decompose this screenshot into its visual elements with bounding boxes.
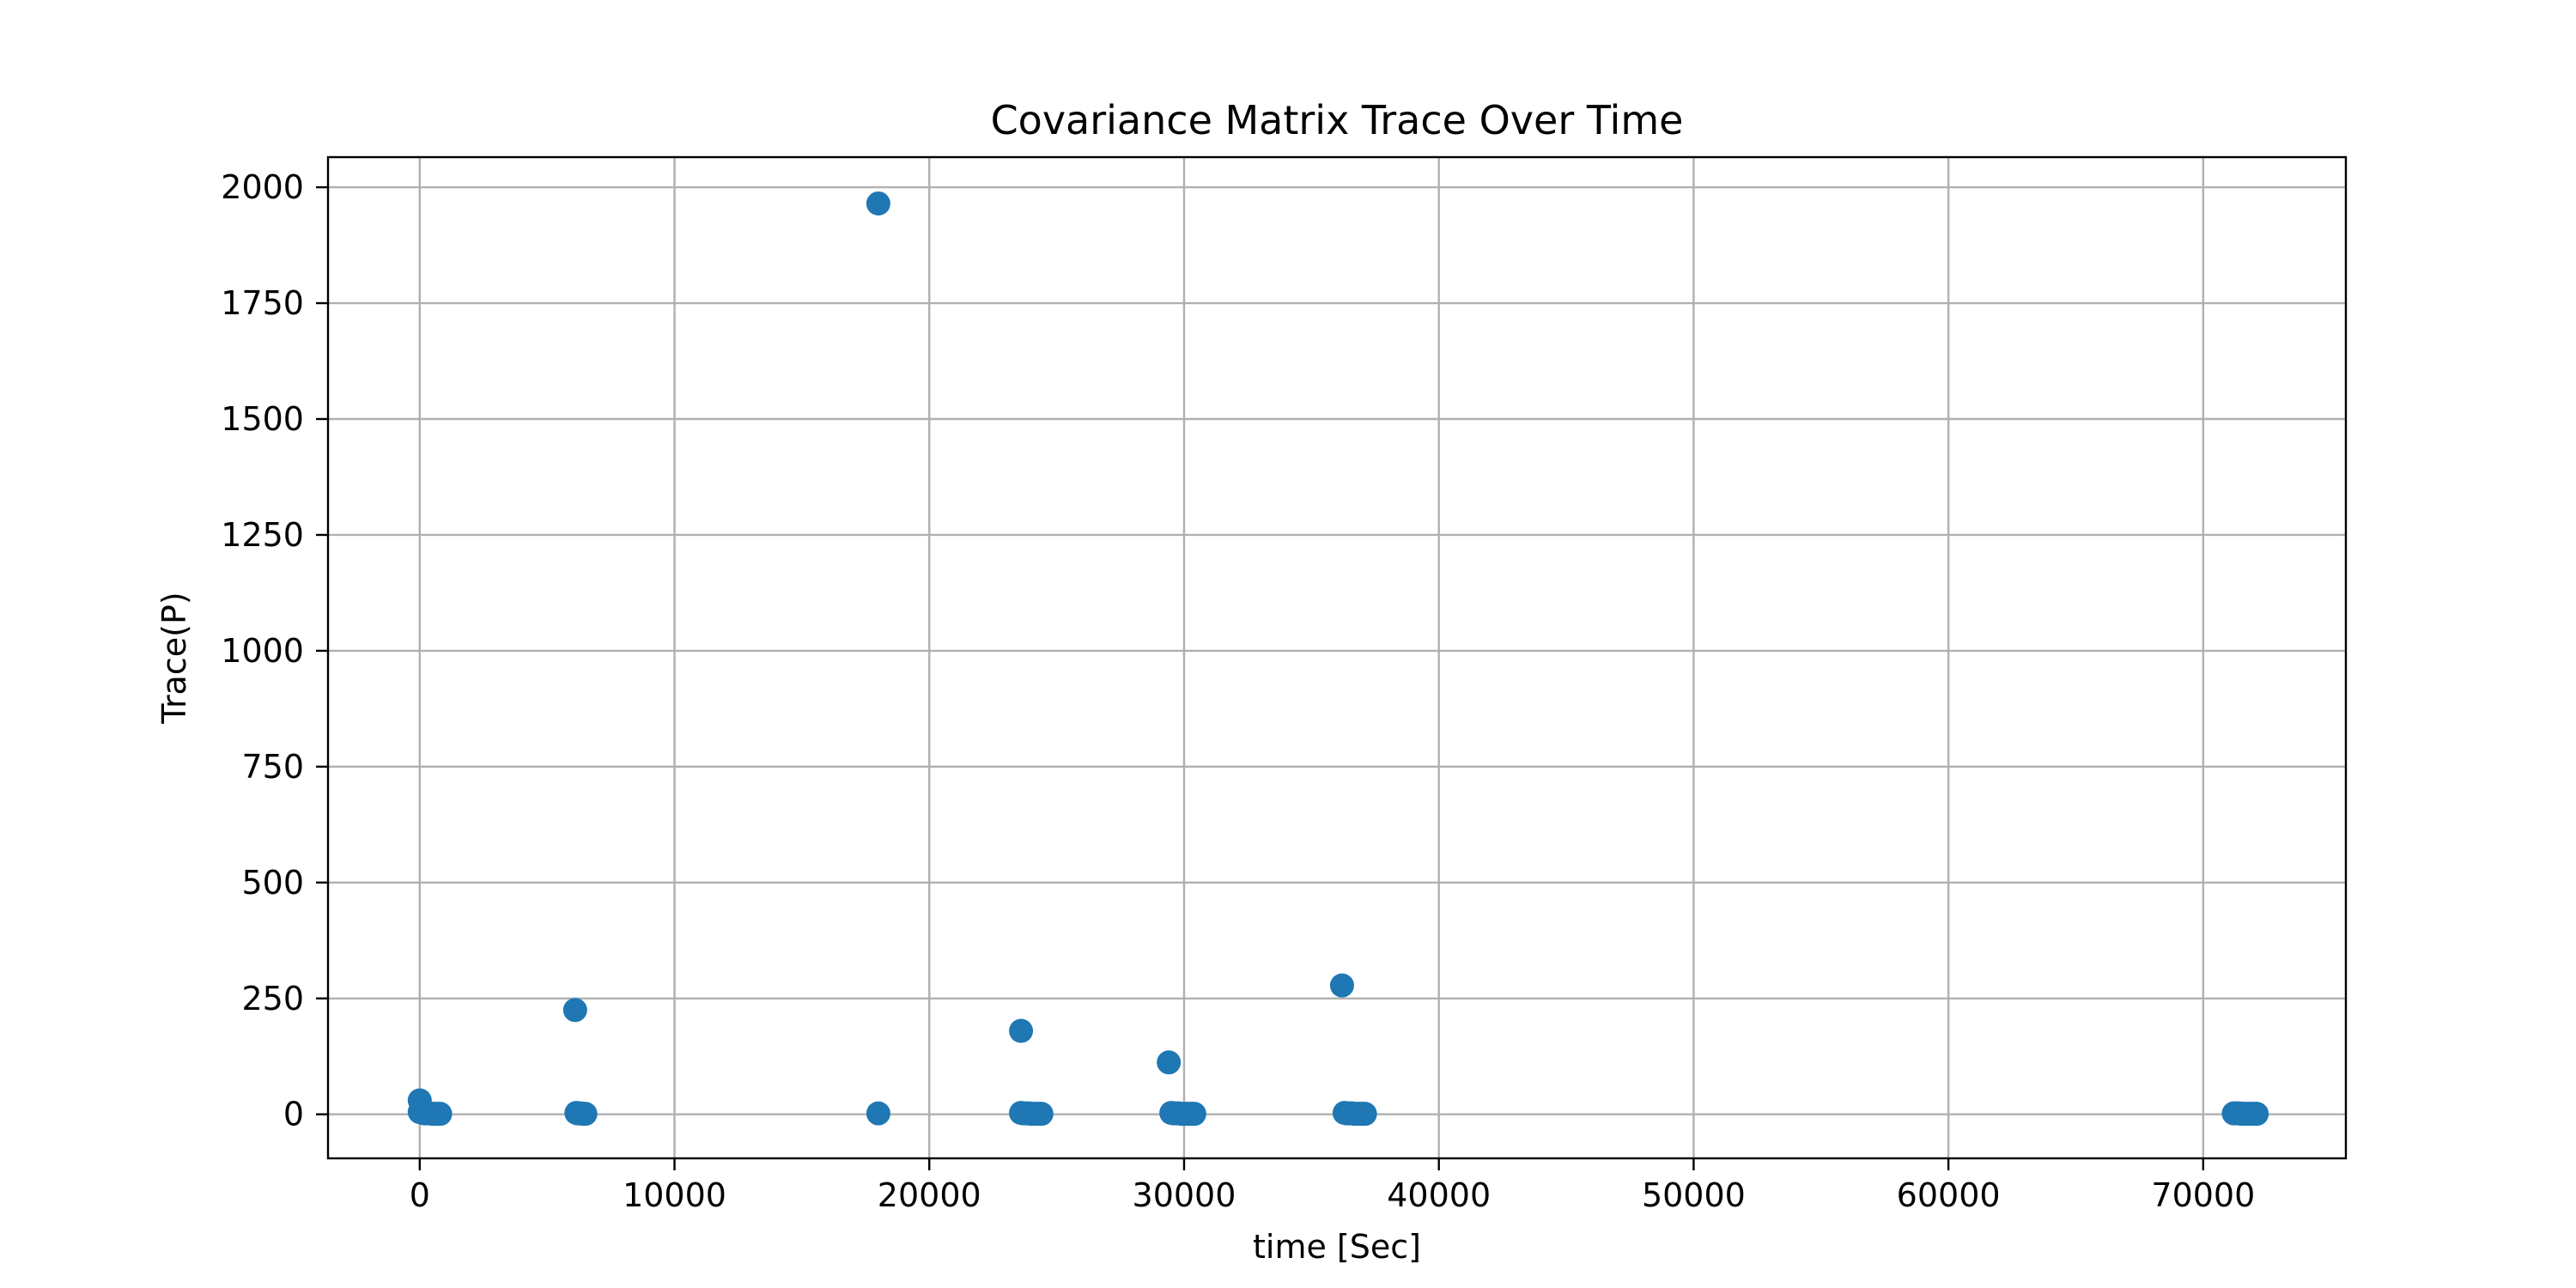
y-tick-label: 1250 xyxy=(221,516,304,554)
data-point xyxy=(1157,1050,1182,1075)
x-tick-label: 20000 xyxy=(878,1176,981,1214)
y-tick-label: 1000 xyxy=(221,632,304,670)
y-axis-label: Trace(P) xyxy=(155,592,193,724)
data-points-layer xyxy=(407,191,2269,1127)
y-tick-label: 2000 xyxy=(221,168,304,206)
chart-title: Covariance Matrix Trace Over Time xyxy=(991,97,1684,143)
y-tick-label: 1750 xyxy=(221,284,304,322)
grid-layer xyxy=(328,157,2346,1158)
data-point xyxy=(866,1101,890,1126)
y-tick-label: 500 xyxy=(241,864,304,902)
data-point xyxy=(1009,1018,1034,1043)
x-tick-label: 50000 xyxy=(1642,1176,1746,1214)
axes-frame xyxy=(326,155,2348,1160)
x-tick-label: 10000 xyxy=(623,1176,726,1214)
x-axis-ticks: 0 10000 20000 30000 40000 50000 60000 70000 xyxy=(410,1158,2255,1214)
data-point xyxy=(573,1102,598,1127)
data-point xyxy=(562,998,587,1023)
data-point xyxy=(1182,1102,1206,1127)
data-point xyxy=(1329,973,1354,998)
data-point xyxy=(428,1102,453,1127)
y-tick-label: 750 xyxy=(241,748,304,786)
data-point xyxy=(2245,1102,2269,1127)
data-point xyxy=(1029,1102,1054,1127)
x-axis-label: time [Sec] xyxy=(1253,1228,1421,1266)
y-tick-label: 1500 xyxy=(221,400,304,438)
y-tick-label: 250 xyxy=(241,980,304,1018)
data-point xyxy=(866,191,890,216)
y-axis-ticks: 0 250 500 750 1000 1250 1500 1750 2000 xyxy=(221,168,328,1133)
x-tick-label: 60000 xyxy=(1897,1176,2001,1214)
x-tick-label: 30000 xyxy=(1133,1176,1236,1214)
x-tick-label: 0 xyxy=(410,1176,430,1214)
x-tick-label: 70000 xyxy=(2151,1176,2255,1214)
data-point xyxy=(1352,1102,1377,1127)
y-tick-label: 0 xyxy=(283,1096,304,1133)
x-tick-label: 40000 xyxy=(1387,1176,1491,1214)
